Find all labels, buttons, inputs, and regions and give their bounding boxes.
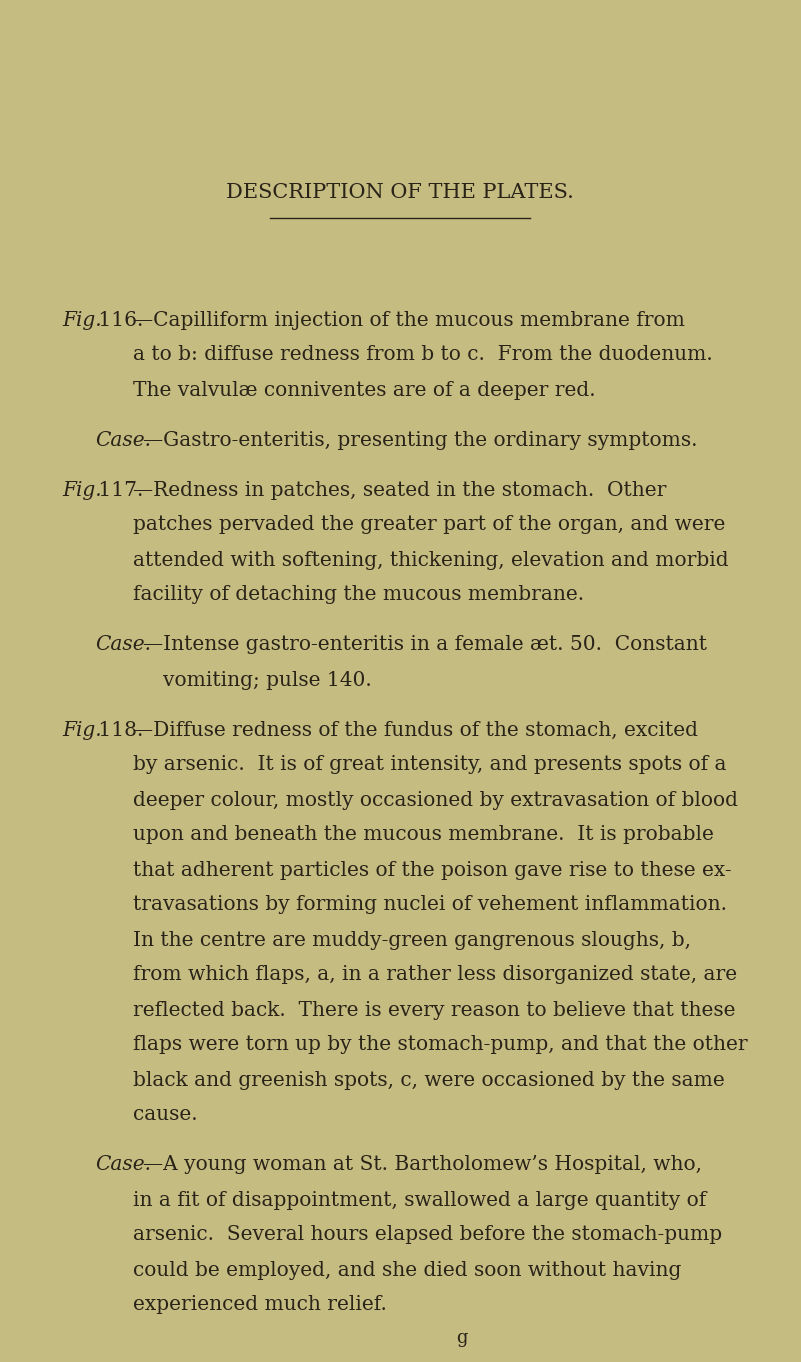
Text: flaps were torn up by the stomach-pump, and that the other: flaps were torn up by the stomach-pump, … — [133, 1035, 747, 1054]
Text: attended with softening, thickening, elevation and morbid: attended with softening, thickening, ele… — [133, 550, 729, 569]
Text: deeper colour, mostly occasioned by extravasation of blood: deeper colour, mostly occasioned by extr… — [133, 790, 738, 809]
Text: —Gastro-enteritis, presenting the ordinary symptoms.: —Gastro-enteritis, presenting the ordina… — [143, 430, 698, 449]
Text: black and greenish spots, c, were occasioned by the same: black and greenish spots, c, were occasi… — [133, 1071, 725, 1090]
Text: —Capilliform injection of the mucous membrane from: —Capilliform injection of the mucous mem… — [133, 311, 685, 330]
Text: vomiting; pulse 140.: vomiting; pulse 140. — [163, 670, 372, 689]
Text: Fig.: Fig. — [62, 481, 102, 500]
Text: a to b: diffuse redness from b to c.  From the duodenum.: a to b: diffuse redness from b to c. Fro… — [133, 346, 713, 365]
Text: by arsenic.  It is of great intensity, and presents spots of a: by arsenic. It is of great intensity, an… — [133, 756, 727, 775]
Text: 118.: 118. — [92, 720, 143, 740]
Text: facility of detaching the mucous membrane.: facility of detaching the mucous membran… — [133, 586, 584, 605]
Text: from which flaps, a, in a rather less disorganized state, are: from which flaps, a, in a rather less di… — [133, 966, 737, 985]
Text: travasations by forming nuclei of vehement inflammation.: travasations by forming nuclei of veheme… — [133, 895, 727, 914]
Text: In the centre are muddy-green gangrenous sloughs, b,: In the centre are muddy-green gangrenous… — [133, 930, 691, 949]
Text: in a fit of disappointment, swallowed a large quantity of: in a fit of disappointment, swallowed a … — [133, 1190, 706, 1209]
Text: —Diffuse redness of the fundus of the stomach, excited: —Diffuse redness of the fundus of the st… — [133, 720, 698, 740]
Text: Case.: Case. — [95, 636, 151, 655]
Text: —Intense gastro-enteritis in a female æt. 50.  Constant: —Intense gastro-enteritis in a female æt… — [143, 636, 707, 655]
Text: cause.: cause. — [133, 1106, 198, 1125]
Text: Case.: Case. — [95, 430, 151, 449]
Text: DESCRIPTION OF THE PLATES.: DESCRIPTION OF THE PLATES. — [226, 183, 574, 202]
Text: —A young woman at St. Bartholomew’s Hospital, who,: —A young woman at St. Bartholomew’s Hosp… — [143, 1155, 702, 1174]
Text: Fig.: Fig. — [62, 720, 102, 740]
Text: could be employed, and she died soon without having: could be employed, and she died soon wit… — [133, 1260, 682, 1279]
Text: upon and beneath the mucous membrane.  It is probable: upon and beneath the mucous membrane. It… — [133, 825, 714, 844]
Text: 117.: 117. — [92, 481, 143, 500]
Text: reflected back.  There is every reason to believe that these: reflected back. There is every reason to… — [133, 1001, 735, 1020]
Text: Fig.: Fig. — [62, 311, 102, 330]
Text: —Redness in patches, seated in the stomach.  Other: —Redness in patches, seated in the stoma… — [133, 481, 666, 500]
Text: Case.: Case. — [95, 1155, 151, 1174]
Text: patches pervaded the greater part of the organ, and were: patches pervaded the greater part of the… — [133, 515, 726, 534]
Text: g: g — [457, 1329, 468, 1347]
Text: experienced much relief.: experienced much relief. — [133, 1295, 387, 1314]
Text: 116.: 116. — [92, 311, 143, 330]
Text: The valvulæ conniventes are of a deeper red.: The valvulæ conniventes are of a deeper … — [133, 380, 596, 399]
Text: that adherent particles of the poison gave rise to these ex-: that adherent particles of the poison ga… — [133, 861, 731, 880]
Text: arsenic.  Several hours elapsed before the stomach-pump: arsenic. Several hours elapsed before th… — [133, 1226, 723, 1245]
